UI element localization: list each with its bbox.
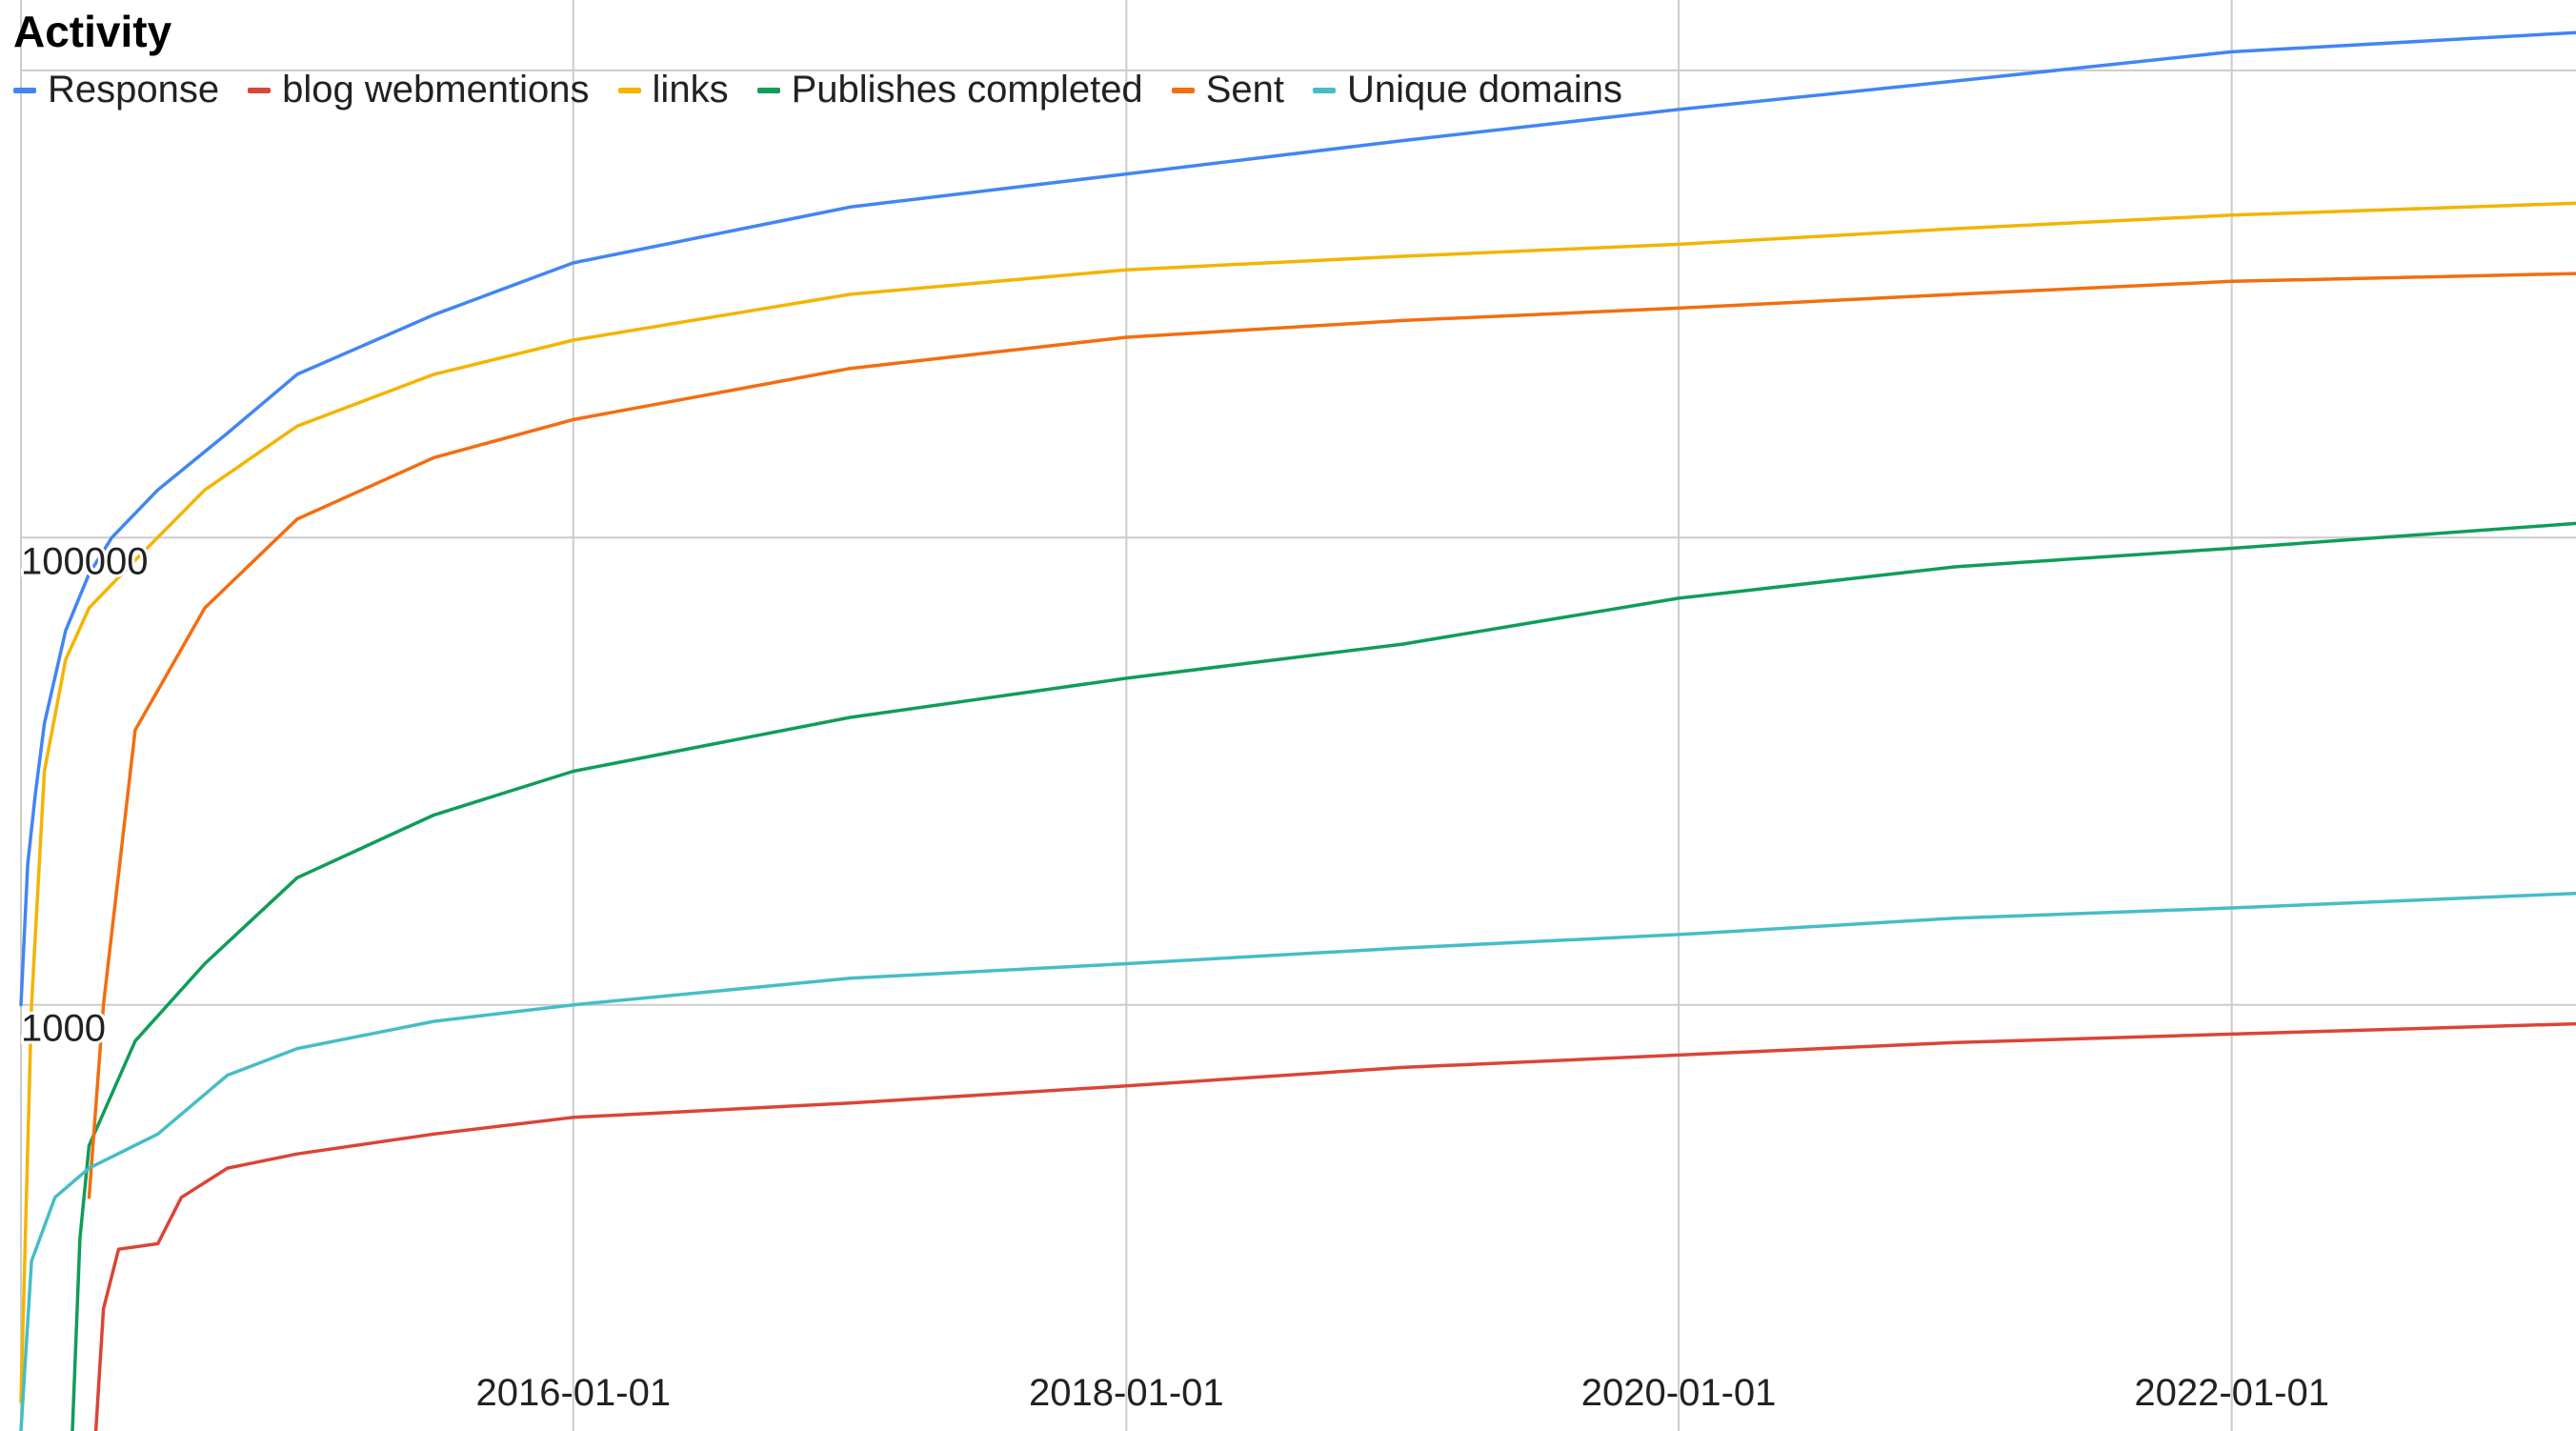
series-line-response	[19, 30, 2576, 1007]
chart-legend[interactable]: Response blog webmentions links Publishes c…	[13, 69, 1651, 111]
grid-layer	[20, 0, 2576, 1431]
chart-title: Activity	[13, 7, 172, 56]
legend-label: Publishes completed	[791, 69, 1143, 111]
legend-label: blog webmentions	[282, 69, 590, 111]
legend-label: Response	[48, 69, 220, 111]
legend-swatch	[1312, 87, 1336, 93]
legend-label: Sent	[1205, 69, 1284, 111]
tick-label-layer: 2016-01-01 2018-01-01 2020-01-01 2022-01-01…	[18, 537, 2329, 1414]
legend-item[interactable]: Response	[13, 69, 219, 111]
x-tick-label: 2022-01-01	[2134, 1372, 2329, 1414]
legend-swatch	[1171, 87, 1195, 93]
series-line-blog-webmentions	[93, 1021, 2576, 1431]
series-line-unique-domains	[19, 891, 2576, 1431]
series-line-publishes-completed	[70, 521, 2576, 1431]
legend-item[interactable]: blog webmentions	[248, 69, 590, 111]
legend-label: links	[652, 69, 729, 111]
x-tick-label: 2018-01-01	[1029, 1372, 1224, 1414]
legend-item[interactable]: Publishes completed	[756, 69, 1143, 111]
legend-item[interactable]: Unique domains	[1312, 69, 1623, 111]
legend-item[interactable]: links	[617, 69, 729, 111]
series-line-sent	[87, 272, 2576, 1199]
x-tick-label: 2020-01-01	[1581, 1372, 1777, 1414]
legend-item[interactable]: Sent	[1171, 69, 1284, 111]
legend-swatch	[13, 87, 36, 93]
legend-swatch	[248, 87, 272, 93]
y-tick-label: 100000	[21, 540, 148, 582]
series-line-links	[19, 201, 2576, 1404]
y-tick-label: 1000	[21, 1008, 106, 1050]
x-tick-label: 2016-01-01	[475, 1372, 671, 1414]
legend-swatch	[617, 87, 641, 93]
legend-swatch	[756, 87, 780, 93]
legend-label: Unique domains	[1346, 69, 1623, 111]
series-layer	[19, 30, 2576, 1431]
